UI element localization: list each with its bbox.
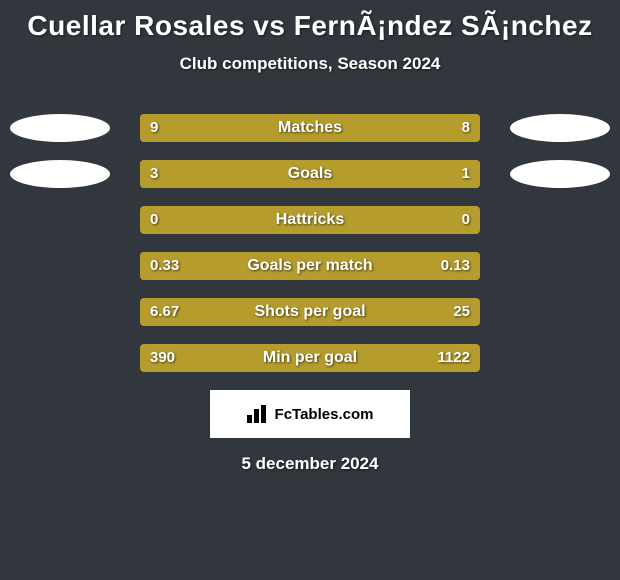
stat-label: Goals	[140, 160, 480, 188]
stat-row: 98Matches	[0, 114, 620, 142]
date-text: 5 december 2024	[0, 454, 620, 474]
stat-label: Min per goal	[140, 344, 480, 372]
stat-row: 0.330.13Goals per match	[0, 252, 620, 280]
brand-box: FcTables.com	[210, 390, 410, 438]
bar-chart-icon	[247, 405, 269, 423]
team-ellipse-left	[10, 114, 110, 142]
team-ellipse-left	[10, 160, 110, 188]
stat-label: Matches	[140, 114, 480, 142]
stat-label: Hattricks	[140, 206, 480, 234]
team-ellipse-right	[510, 160, 610, 188]
subtitle: Club competitions, Season 2024	[0, 54, 620, 74]
stat-row: 6.6725Shots per goal	[0, 298, 620, 326]
stat-row: 3901122Min per goal	[0, 344, 620, 372]
stat-rows: 98Matches 31Goals 00Hattricks 0.330.13Goals…	[0, 114, 620, 372]
stat-row: 00Hattricks	[0, 206, 620, 234]
comparison-infographic: Cuellar Rosales vs FernÃ¡ndez SÃ¡nchez C…	[0, 0, 620, 580]
brand-text: FcTables.com	[275, 406, 374, 423]
stat-label: Shots per goal	[140, 298, 480, 326]
page-title: Cuellar Rosales vs FernÃ¡ndez SÃ¡nchez	[0, 0, 620, 42]
team-ellipse-right	[510, 114, 610, 142]
stat-label: Goals per match	[140, 252, 480, 280]
stat-row: 31Goals	[0, 160, 620, 188]
